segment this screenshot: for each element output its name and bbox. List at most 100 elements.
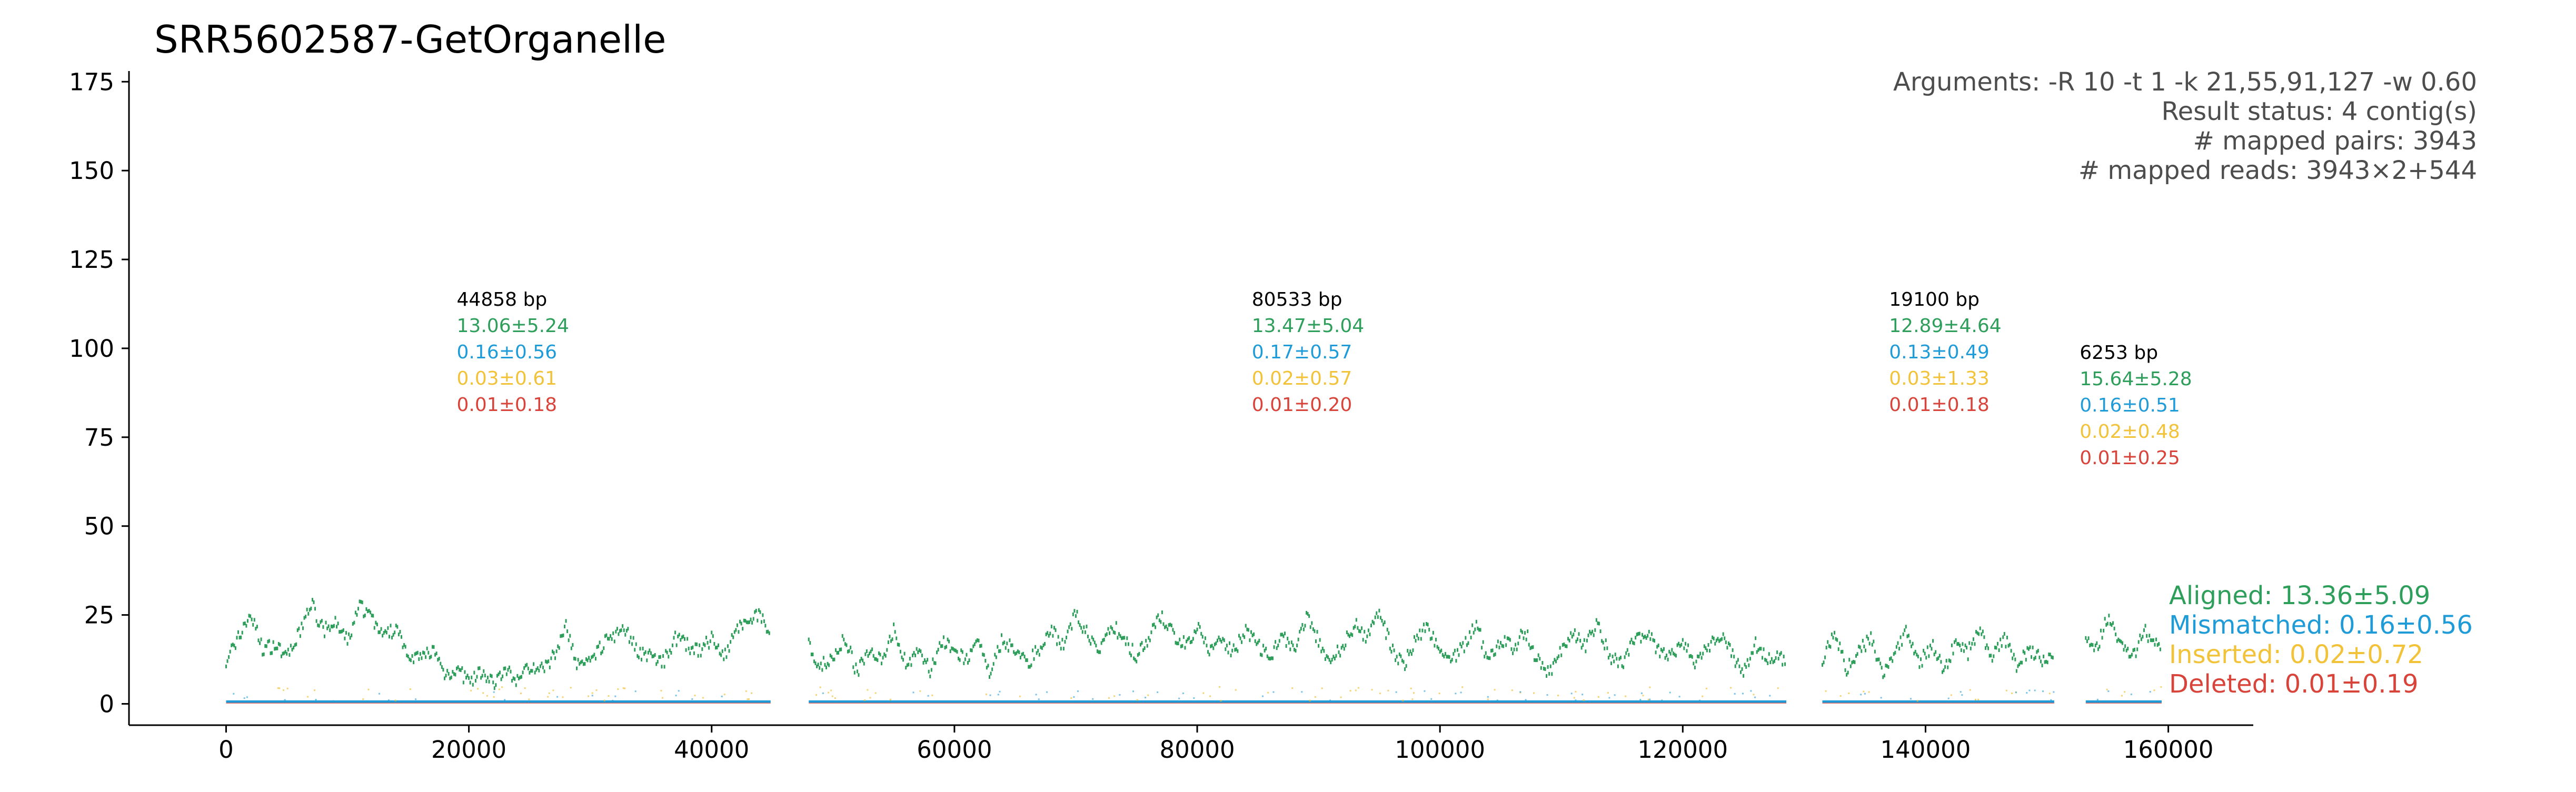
- aligned-point: [1345, 643, 1347, 647]
- aligned-point: [1768, 652, 1770, 656]
- aligned-point: [1769, 660, 1772, 665]
- aligned-point: [2052, 656, 2054, 660]
- aligned-point: [296, 628, 299, 633]
- aligned-point: [314, 607, 316, 611]
- aligned-point: [2015, 669, 2017, 673]
- aligned-point: [345, 631, 347, 635]
- mismatched-point: [2015, 691, 2017, 694]
- aligned-point: [360, 600, 362, 604]
- aligned-point: [714, 646, 717, 650]
- aligned-point: [1441, 653, 1444, 657]
- aligned-point: [1110, 625, 1112, 629]
- aligned-point: [632, 636, 634, 640]
- aligned-point: [697, 654, 699, 658]
- aligned-point: [2116, 639, 2118, 643]
- aligned-point: [1323, 649, 1325, 653]
- aligned-point: [1393, 648, 1395, 653]
- aligned-point: [541, 661, 543, 666]
- aligned-point: [1091, 635, 1093, 639]
- mismatched-point: [493, 691, 495, 693]
- aligned-point: [1321, 646, 1324, 650]
- x-tick-label: 40000: [674, 736, 749, 764]
- aligned-point: [516, 674, 519, 678]
- mismatched-point: [1880, 697, 1882, 699]
- aligned-point: [241, 630, 243, 635]
- aligned-point: [898, 643, 900, 647]
- aligned-point: [1644, 634, 1646, 638]
- aligned-point: [1484, 655, 1486, 659]
- aligned-point: [748, 620, 750, 624]
- aligned-point: [2146, 634, 2148, 638]
- aligned-point: [1898, 647, 1900, 651]
- aligned-point: [655, 662, 658, 666]
- aligned-point: [1686, 649, 1688, 653]
- aligned-point: [572, 643, 574, 647]
- mismatched-point: [1272, 691, 1275, 693]
- aligned-point: [1744, 663, 1746, 667]
- aligned-point: [1405, 664, 1407, 668]
- aligned-point: [948, 639, 950, 644]
- aligned-point: [1703, 644, 1705, 648]
- aligned-point: [2103, 628, 2105, 633]
- aligned-point: [426, 646, 428, 650]
- aligned-point: [1960, 648, 1962, 652]
- aligned-point: [1601, 639, 1603, 643]
- aligned-point: [694, 642, 697, 646]
- mismatched-point: [504, 699, 506, 701]
- aligned-point: [246, 619, 248, 623]
- aligned-point: [642, 646, 644, 650]
- aligned-point: [1851, 660, 1853, 665]
- aligned-point: [673, 636, 675, 640]
- aligned-point: [1496, 644, 1498, 648]
- aligned-point: [738, 630, 740, 634]
- inserted-point: [1411, 698, 1414, 700]
- aligned-point: [1506, 636, 1508, 640]
- aligned-point: [376, 623, 378, 627]
- mismatched-point: [1496, 699, 1498, 701]
- aligned-point: [951, 646, 953, 650]
- aligned-point: [1775, 656, 1777, 660]
- aligned-point: [425, 655, 427, 659]
- aligned-point: [1737, 658, 1739, 662]
- y-tick-label: 25: [84, 601, 114, 629]
- aligned-point: [2043, 654, 2045, 658]
- aligned-point: [1967, 657, 1969, 661]
- aligned-point: [1019, 655, 1021, 659]
- aligned-point: [1905, 625, 1907, 629]
- aligned-point: [1709, 649, 1711, 653]
- aligned-point: [604, 634, 606, 638]
- aligned-point: [1993, 654, 1995, 658]
- aligned-point: [437, 658, 439, 662]
- aligned-point: [1392, 643, 1394, 647]
- aligned-point: [1300, 627, 1302, 631]
- aligned-point: [671, 643, 673, 647]
- aligned-point: [767, 629, 769, 634]
- aligned-point: [1342, 644, 1344, 648]
- aligned-point: [1289, 647, 1291, 651]
- aligned-point: [1909, 639, 1911, 644]
- aligned-point: [998, 649, 1000, 653]
- aligned-point: [1336, 644, 1338, 648]
- aligned-point: [392, 633, 394, 637]
- inserted-point: [1108, 697, 1110, 699]
- aligned-point: [1366, 634, 1368, 638]
- aligned-point: [608, 637, 610, 641]
- aligned-point: [1369, 632, 1371, 636]
- aligned-point: [1454, 648, 1456, 653]
- inserted-point: [1379, 693, 1381, 695]
- aligned-point: [700, 654, 702, 658]
- aligned-point: [736, 623, 738, 627]
- aligned-point: [1227, 650, 1229, 655]
- aligned-point: [1181, 644, 1183, 648]
- aligned-point: [1389, 646, 1391, 650]
- inserted-point: [747, 698, 749, 700]
- aligned-point: [834, 648, 837, 652]
- mismatched-point: [1301, 691, 1303, 693]
- aligned-point: [1086, 624, 1088, 628]
- aligned-point: [1886, 664, 1888, 668]
- inserted-point: [2153, 689, 2155, 691]
- aligned-point: [882, 656, 884, 660]
- aligned-point: [1285, 644, 1287, 648]
- aligned-point: [647, 650, 649, 655]
- aligned-point: [1288, 640, 1290, 645]
